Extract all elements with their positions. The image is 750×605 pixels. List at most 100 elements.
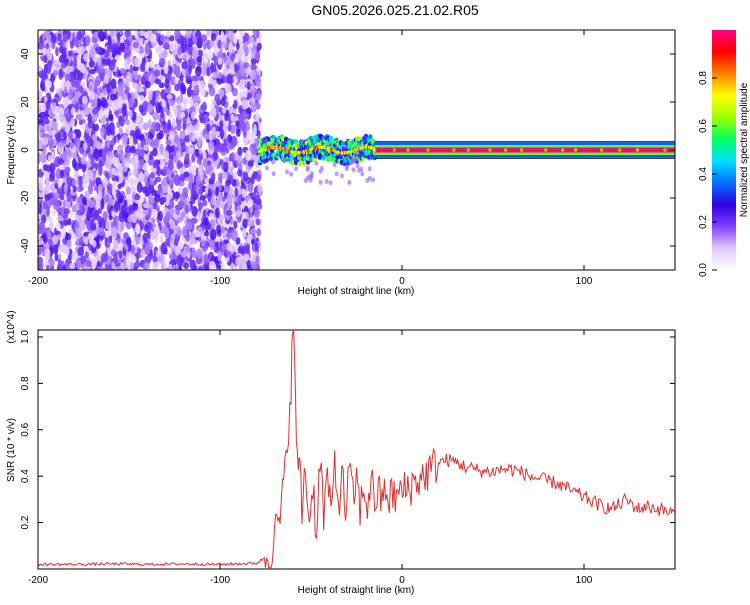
heatmap-cell (74, 80, 81, 89)
heatmap-cell (257, 203, 263, 210)
heatmap-cell (452, 148, 456, 152)
heatmap-cell (169, 207, 175, 216)
heatmap-cell (44, 252, 50, 262)
heatmap-cell (87, 206, 93, 214)
heatmap-cell (58, 112, 64, 123)
heatmap-cell (165, 139, 173, 146)
heatmap-cell (191, 119, 197, 126)
heatmap-cell (105, 219, 112, 230)
heatmap-cell (124, 232, 129, 239)
heatmap-cell (211, 126, 216, 134)
heatmap-cell (65, 124, 71, 132)
heatmap-cell (116, 32, 121, 43)
heatmap-cell (227, 250, 232, 258)
snr-multiplier: (x10^4) (6, 310, 17, 343)
heatmap-cell (96, 56, 102, 66)
heatmap-cell (169, 35, 175, 42)
heatmap-cell (236, 120, 241, 128)
heatmap-cell (51, 195, 58, 205)
heatmap-cell (71, 80, 76, 88)
heatmap-cell (217, 172, 223, 183)
heatmap-cell (188, 146, 195, 155)
heatmap-cell (159, 235, 164, 243)
heatmap-cell (202, 42, 207, 51)
heatmap-cell (52, 234, 59, 245)
heatmap-cell (135, 129, 141, 140)
heatmap-cell (109, 30, 115, 38)
heatmap-cell (238, 30, 246, 37)
heatmap-cell (158, 52, 163, 59)
heatmap-cell (96, 87, 102, 97)
heatmap-cell (230, 52, 235, 62)
heatmap-cell (110, 94, 117, 101)
heatmap-cell (309, 174, 314, 180)
heatmap-cell (220, 34, 227, 41)
heatmap-cell (129, 145, 136, 154)
heatmap-cell (50, 183, 55, 192)
heatmap-cell (88, 84, 93, 91)
heatmap-cell (93, 97, 98, 108)
heatmap-cell (241, 261, 247, 270)
heatmap-cell (78, 85, 84, 94)
heatmap-cell (250, 102, 257, 110)
heatmap-cell (92, 240, 97, 248)
heatmap-cell (128, 177, 134, 187)
heatmap-cell (599, 148, 604, 152)
heatmap-cell (142, 202, 150, 209)
snr-frame (37, 329, 676, 570)
heatmap-cell (78, 175, 83, 187)
heatmap-cell (92, 258, 97, 269)
heatmap-cell (90, 46, 96, 56)
heatmap-cell (230, 152, 236, 163)
heatmap-cell (66, 192, 72, 203)
heatmap-cell (169, 253, 176, 261)
heatmap-cell (233, 220, 238, 229)
heatmap-cell (76, 54, 81, 62)
heatmap-cell (282, 158, 287, 164)
heatmap-cell (118, 250, 123, 260)
colorbar-tick-label: 0.0 (698, 263, 709, 277)
heatmap-cell (145, 214, 150, 221)
heatmap-cell (215, 186, 219, 197)
heatmap-cell (367, 175, 372, 181)
heatmap-cell (52, 69, 59, 77)
snr-y-tick-label: 0.4 (20, 469, 31, 483)
heatmap-cell (239, 66, 246, 75)
heatmap-cell (244, 45, 249, 57)
heatmap-cell (172, 49, 177, 57)
heatmap-cell (154, 69, 161, 77)
heatmap-cell (57, 33, 62, 42)
heatmap-cell (241, 78, 246, 90)
heatmap-cell (161, 196, 167, 203)
heatmap-cell (663, 148, 667, 152)
heatmap-cell (255, 74, 260, 83)
heatmap-cell (126, 55, 131, 65)
heatmap-cell (58, 68, 64, 80)
heatmap-cell (80, 156, 87, 165)
heatmap-cell (227, 134, 232, 143)
spectrogram-y-tick-label: -20 (20, 190, 31, 205)
heatmap-cell (148, 242, 154, 250)
heatmap-cell (165, 109, 171, 116)
heatmap-cell (67, 50, 73, 57)
heatmap-cell (146, 103, 153, 114)
heatmap-cell (38, 89, 43, 100)
heatmap-cell (205, 164, 212, 175)
heatmap-cell (199, 194, 206, 201)
heatmap-cell (134, 30, 139, 39)
heatmap-cell (144, 80, 151, 89)
heatmap-cell (139, 37, 144, 47)
heatmap-cell (38, 233, 41, 241)
heatmap-cell (520, 148, 524, 152)
heatmap-cell (45, 100, 51, 111)
heatmap-cell (252, 30, 259, 36)
heatmap-cell (133, 138, 139, 145)
heatmap-cell (184, 153, 190, 163)
heatmap-cell (96, 67, 101, 74)
heatmap-cell (181, 226, 188, 237)
heatmap-cell (163, 257, 168, 269)
heatmap-cell (174, 30, 181, 40)
heatmap-cell (174, 134, 180, 145)
heatmap-cell (146, 138, 152, 145)
